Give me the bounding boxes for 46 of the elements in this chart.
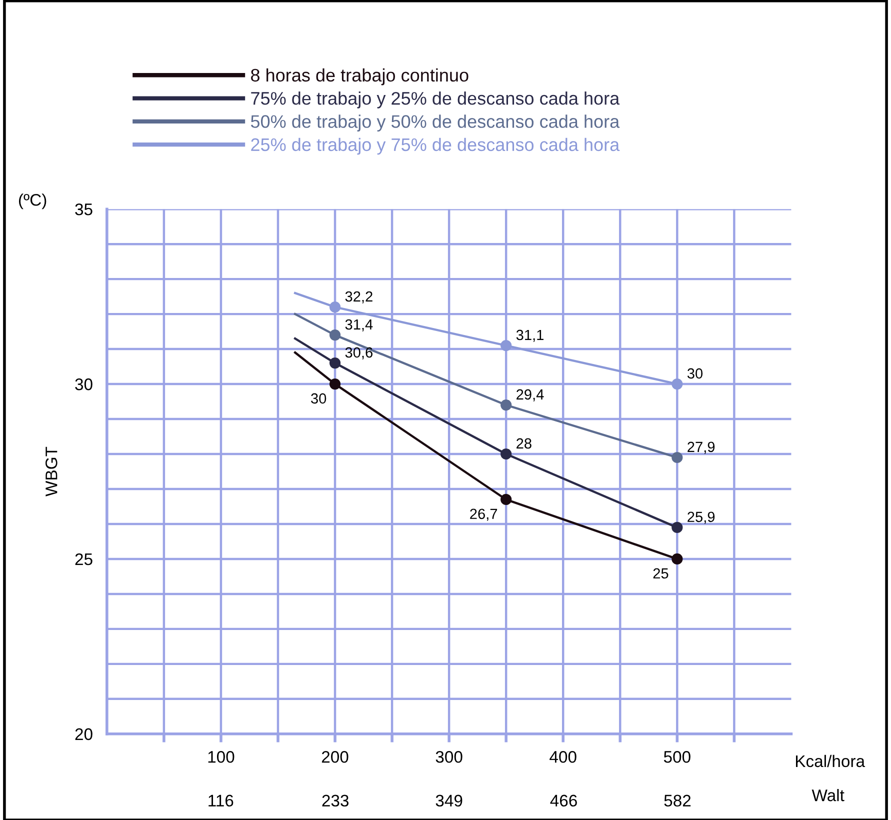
point [500, 448, 512, 460]
point [672, 378, 683, 390]
point [672, 522, 683, 534]
point [329, 357, 341, 369]
x2-tick-label: 582 [664, 794, 691, 807]
point [500, 494, 512, 506]
x2-tick-label: 233 [322, 794, 349, 807]
x-tick-label: 500 [664, 751, 690, 763]
text: 50% de trabajo y 50% de descanso cada hora [250, 114, 620, 132]
data-label: 30 [687, 368, 703, 379]
y-tick-label: 25 [75, 553, 92, 566]
data-label: 30 [311, 393, 326, 404]
data-label: 31,1 [516, 330, 544, 342]
x-tick-label: 300 [436, 751, 462, 763]
x2-tick-label: 349 [436, 794, 462, 807]
data-label: 28 [516, 438, 532, 449]
text: (ºC) [18, 194, 46, 210]
data-label: 29,4 [516, 389, 544, 402]
point [672, 553, 683, 565]
x-tick-label: 100 [208, 751, 234, 763]
x-tick-label: 200 [322, 751, 348, 763]
x-axis-title: Kcal/hora [796, 754, 866, 768]
data-label: 27,9 [688, 442, 715, 454]
y-tick-label: 35 [75, 204, 92, 216]
x2-tick-label: 116 [208, 794, 234, 807]
data-label: 32,2 [345, 291, 372, 304]
text: 25% de trabajo y 75% de descanso cada hora [251, 138, 620, 155]
y-axis-title: WBGT [46, 446, 58, 496]
data-label: 25 [653, 568, 668, 579]
point [672, 452, 683, 464]
point [500, 340, 512, 352]
point [329, 329, 341, 341]
point [329, 302, 341, 313]
data-label: 26,7 [470, 508, 498, 521]
text: 75% de trabajo y 25% de descanso cada hora [251, 92, 620, 108]
x2-tick-label: 466 [550, 794, 577, 807]
y-tick-label: 30 [75, 378, 92, 390]
point [500, 399, 512, 411]
y-tick-label: 20 [75, 728, 92, 740]
x-tick-label: 400 [550, 751, 576, 763]
text: 8 horas de trabajo continuo [251, 68, 468, 86]
point [329, 378, 341, 390]
x2-axis-title: Walt [812, 789, 844, 802]
data-label: 25,9 [688, 512, 715, 524]
data-label: 30,6 [345, 347, 372, 360]
data-label: 31,4 [345, 319, 373, 332]
